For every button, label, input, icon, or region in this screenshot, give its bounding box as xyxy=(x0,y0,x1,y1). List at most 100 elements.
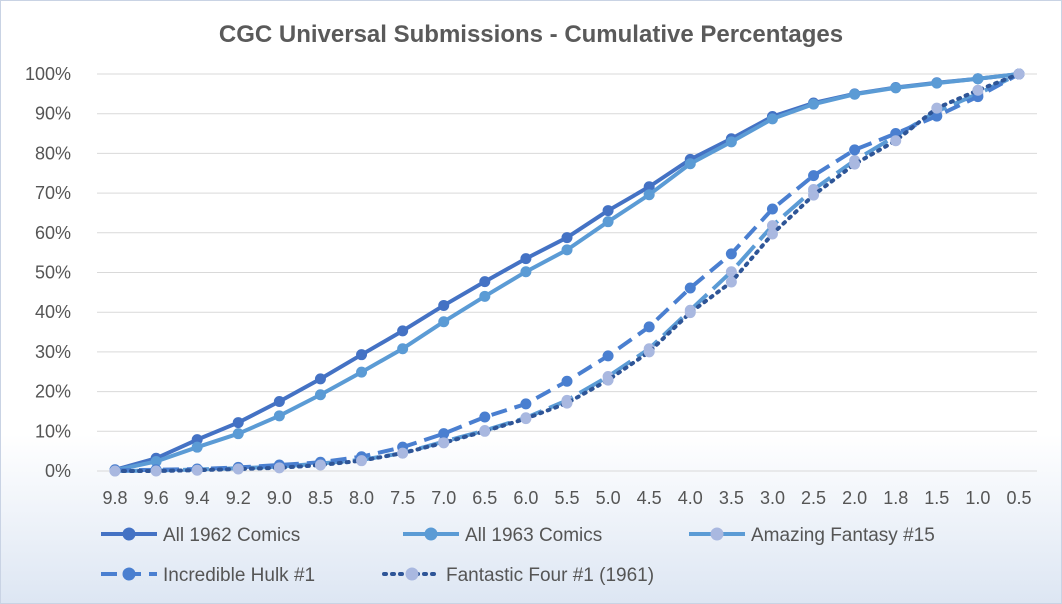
y-tick-label: 60% xyxy=(35,223,71,243)
x-tick-label: 6.0 xyxy=(513,488,538,508)
data-point xyxy=(479,411,491,423)
x-tick-label: 7.5 xyxy=(390,488,415,508)
data-point xyxy=(561,232,573,244)
y-tick-label: 40% xyxy=(35,302,71,322)
legend-label: Fantastic Four #1 (1961) xyxy=(446,565,654,586)
data-point xyxy=(479,276,491,288)
x-tick-label: 7.0 xyxy=(431,488,456,508)
data-point xyxy=(356,455,368,467)
data-point xyxy=(643,346,655,358)
data-point xyxy=(808,170,820,182)
data-point xyxy=(109,465,121,477)
data-point xyxy=(520,253,532,265)
data-point xyxy=(356,366,368,378)
y-tick-label: 70% xyxy=(35,183,71,203)
x-tick-label: 2.5 xyxy=(801,488,826,508)
data-point xyxy=(725,276,737,288)
data-point xyxy=(931,102,943,114)
legend-swatch-marker xyxy=(122,527,136,541)
x-tick-label: 9.2 xyxy=(226,488,251,508)
legend-swatch-marker xyxy=(122,567,136,581)
data-point xyxy=(602,216,614,228)
data-point xyxy=(972,73,984,85)
data-point xyxy=(273,410,285,422)
data-point xyxy=(684,307,696,319)
x-tick-label: 3.0 xyxy=(760,488,785,508)
x-tick-label: 4.0 xyxy=(678,488,703,508)
legend-label: All 1962 Comics xyxy=(163,525,300,546)
data-point xyxy=(520,266,532,278)
x-tick-label: 4.5 xyxy=(637,488,662,508)
data-point xyxy=(479,290,491,302)
data-point xyxy=(643,321,655,333)
data-point xyxy=(273,462,285,474)
data-point xyxy=(849,144,861,156)
data-point xyxy=(191,464,203,476)
y-tick-label: 0% xyxy=(45,461,71,481)
data-point xyxy=(438,316,450,328)
legend-label: Incredible Hulk #1 xyxy=(163,565,315,586)
data-point xyxy=(602,205,614,217)
data-point xyxy=(520,413,532,425)
data-point xyxy=(725,248,737,260)
series-line-4 xyxy=(113,72,1021,473)
y-tick-label: 80% xyxy=(35,143,71,163)
data-point xyxy=(972,84,984,96)
chart-title: CGC Universal Submissions - Cumulative P… xyxy=(218,21,844,48)
y-tick-label: 30% xyxy=(35,342,71,362)
x-tick-label: 1.5 xyxy=(924,488,949,508)
data-point xyxy=(150,465,162,477)
x-tick-label: 5.0 xyxy=(596,488,621,508)
x-tick-label: 3.5 xyxy=(719,488,744,508)
data-point xyxy=(397,325,409,337)
data-point xyxy=(561,375,573,387)
data-point xyxy=(314,373,326,385)
data-point xyxy=(232,417,244,429)
data-point xyxy=(684,282,696,294)
x-tick-label: 1.8 xyxy=(883,488,908,508)
data-point xyxy=(602,374,614,386)
x-tick-label: 9.6 xyxy=(144,488,169,508)
data-point xyxy=(397,447,409,459)
series-line-0 xyxy=(114,72,1020,472)
data-point xyxy=(438,437,450,449)
data-point xyxy=(684,158,696,170)
data-point xyxy=(191,441,203,453)
data-point xyxy=(314,459,326,471)
data-point xyxy=(520,398,532,410)
y-tick-label: 10% xyxy=(35,421,71,441)
y-tick-label: 20% xyxy=(35,382,71,402)
data-point xyxy=(849,88,861,100)
data-point xyxy=(849,158,861,170)
data-point xyxy=(397,343,409,355)
x-tick-label: 6.5 xyxy=(472,488,497,508)
data-point xyxy=(232,463,244,475)
data-point xyxy=(890,135,902,147)
legend-label: All 1963 Comics xyxy=(465,525,602,546)
y-tick-label: 50% xyxy=(35,263,71,283)
data-point xyxy=(438,299,450,311)
y-tick-label: 90% xyxy=(35,104,71,124)
data-point xyxy=(561,244,573,256)
y-tick-label: 100% xyxy=(25,64,71,84)
data-point xyxy=(890,82,902,94)
data-point xyxy=(808,189,820,201)
data-point xyxy=(808,98,820,110)
data-point xyxy=(766,228,778,240)
x-tick-label: 2.0 xyxy=(842,488,867,508)
legend-label: Amazing Fantasy #15 xyxy=(751,525,935,546)
data-point xyxy=(766,203,778,215)
data-point xyxy=(643,189,655,201)
data-point xyxy=(438,428,450,440)
legend-swatch-marker xyxy=(424,527,438,541)
data-point xyxy=(273,396,285,408)
data-point xyxy=(602,350,614,362)
data-point xyxy=(1013,68,1025,80)
x-tick-label: 9.0 xyxy=(267,488,292,508)
legend-swatch-marker xyxy=(710,527,724,541)
data-point xyxy=(725,136,737,148)
data-point xyxy=(356,349,368,361)
data-point xyxy=(314,389,326,401)
